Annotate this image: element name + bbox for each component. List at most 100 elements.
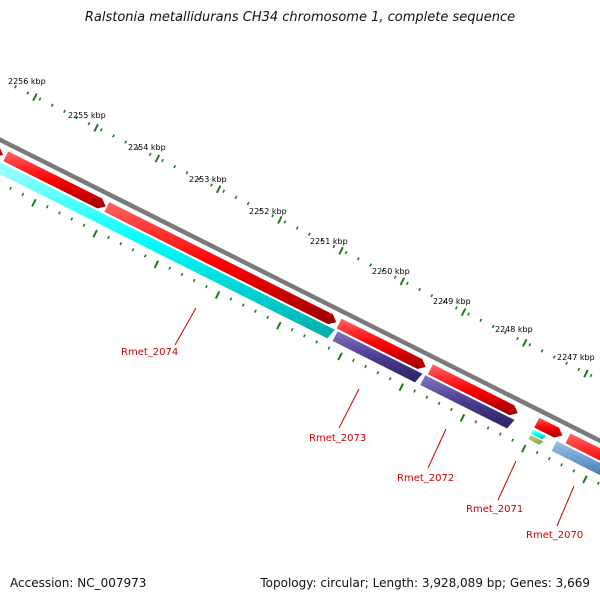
scale-tick-major [522, 338, 528, 347]
inner-tick-minor [572, 469, 576, 473]
scale-tick-minor [540, 349, 544, 353]
genome-stats-text: Topology: circular; Length: 3,928,089 bp… [260, 576, 590, 590]
scale-tick-minor [246, 201, 250, 206]
scale-tick-label: 2256 kbp [8, 77, 46, 86]
inner-tick-minor [229, 297, 233, 301]
inner-tick-minor [511, 438, 514, 442]
minor-ticks-outer [14, 85, 593, 378]
scale-tick-label: 2255 kbp [68, 111, 106, 120]
inner-tick-minor [413, 389, 417, 393]
inner-tick-minor [9, 186, 12, 191]
scale-tick-minor [210, 183, 213, 187]
inner-tick-minor [315, 340, 319, 344]
scale-tick-minor [356, 257, 360, 261]
inner-tick-minor [474, 420, 478, 424]
gene-label[interactable]: Rmet_2074 [121, 347, 178, 358]
scale-tick-minor [161, 158, 164, 163]
scale-tick-minor [369, 263, 373, 267]
scale-tick-label: 2254 kbp [128, 143, 166, 152]
inner-tick-minor [241, 303, 245, 307]
scale-tick-minor [332, 244, 336, 249]
inner-tick-minor [486, 426, 490, 430]
scale-tick-major [32, 93, 38, 102]
gene-label[interactable]: Rmet_2070 [526, 530, 583, 541]
scale-tick-minor [344, 250, 348, 255]
scale-tick-major [154, 154, 161, 163]
scale-tick-minor [589, 373, 593, 378]
scale-tick-minor [552, 355, 556, 359]
cds-arrow-forward [103, 200, 338, 326]
scale-tick-minor [381, 269, 385, 273]
inner-tick-major [92, 229, 98, 238]
gene-block-rmet-2072 [418, 373, 517, 430]
inner-tick-minor [119, 241, 123, 246]
scale-tick-minor [503, 330, 507, 335]
scale-tick-minor [479, 318, 483, 322]
scale-tick-major [338, 246, 344, 255]
inner-tick-minor [547, 456, 551, 461]
inner-tick-minor [266, 315, 270, 320]
cds-track-forward [0, 146, 600, 462]
gene-block-rmet-2070 [550, 439, 600, 477]
cds-arrow-forward [2, 150, 107, 210]
gene-label-leader [338, 388, 360, 429]
inner-tick-minor [290, 327, 294, 332]
inner-tick-major [153, 260, 160, 269]
scale-tick-major [460, 308, 467, 317]
scale-tick-minor [14, 85, 17, 89]
backbone-gap [0, 142, 600, 445]
inner-tick-major [31, 198, 37, 207]
scale-tick-label: 2247 kbp [557, 353, 595, 362]
scale-tick-minor [405, 281, 409, 286]
gene-label[interactable]: Rmet_2071 [466, 504, 523, 515]
inner-tick-minor [303, 334, 306, 338]
scale-tick-minor [197, 177, 201, 181]
inner-tick-minor [596, 481, 600, 485]
scale-tick-minor [393, 275, 397, 279]
inner-tick-minor [168, 266, 172, 270]
major-ticks [32, 93, 589, 378]
inner-tick-minor [131, 248, 135, 252]
map-title: Ralstonia metallidurans CH34 chromosome … [84, 10, 516, 25]
inner-tick-major [214, 291, 221, 300]
scale-tick-label: 2249 kbp [433, 297, 471, 306]
scale-tick-label: 2251 kbp [310, 237, 348, 246]
scale-tick-minor [467, 312, 470, 316]
gene-block-olive [527, 433, 546, 446]
scale-tick-minor [222, 189, 226, 193]
gene-label[interactable]: Rmet_2073 [309, 433, 366, 444]
inner-tick-minor [205, 284, 208, 289]
gene-label-leader [556, 485, 575, 527]
gene-label-leader [427, 428, 447, 469]
scale-tick-minor [148, 152, 152, 157]
cds-arrow-forward [532, 416, 564, 439]
scale-tick-minor [418, 287, 421, 292]
inner-tick-minor [45, 205, 49, 209]
inner-tick-major [582, 475, 588, 484]
scale-tick-minor [124, 140, 128, 144]
inner-tick-minor [143, 254, 147, 258]
scale-tick-minor [50, 103, 54, 107]
gene-labels: Rmet_2074 Rmet_2073 Rmet_2072 Rmet_2071 … [121, 307, 583, 541]
inner-tick-minor [21, 192, 25, 197]
backbone-line [0, 137, 600, 444]
inner-tick-minor [376, 370, 380, 375]
scale-tick-minor [87, 121, 91, 126]
scale-tick-minor [112, 134, 115, 138]
scale-tick-minor [528, 343, 532, 347]
cds-arrow-forward [564, 432, 600, 462]
inner-tick-minor [352, 358, 355, 363]
accession-text: Accession: NC_007973 [10, 576, 147, 590]
inner-tick-minor [425, 395, 429, 399]
inner-tick-minor [437, 401, 441, 406]
scale-tick-minor [442, 300, 446, 304]
gene-block-rmet-2074 [0, 160, 337, 340]
inner-tick-major [398, 383, 404, 392]
scale-tick-minor [63, 109, 66, 114]
scale-tick-minor [26, 91, 30, 95]
gene-label-leader [174, 307, 197, 346]
gene-label[interactable]: Rmet_2072 [397, 473, 454, 484]
inner-tick-major [337, 352, 343, 361]
gene-block-rmet-2073 [331, 329, 424, 384]
